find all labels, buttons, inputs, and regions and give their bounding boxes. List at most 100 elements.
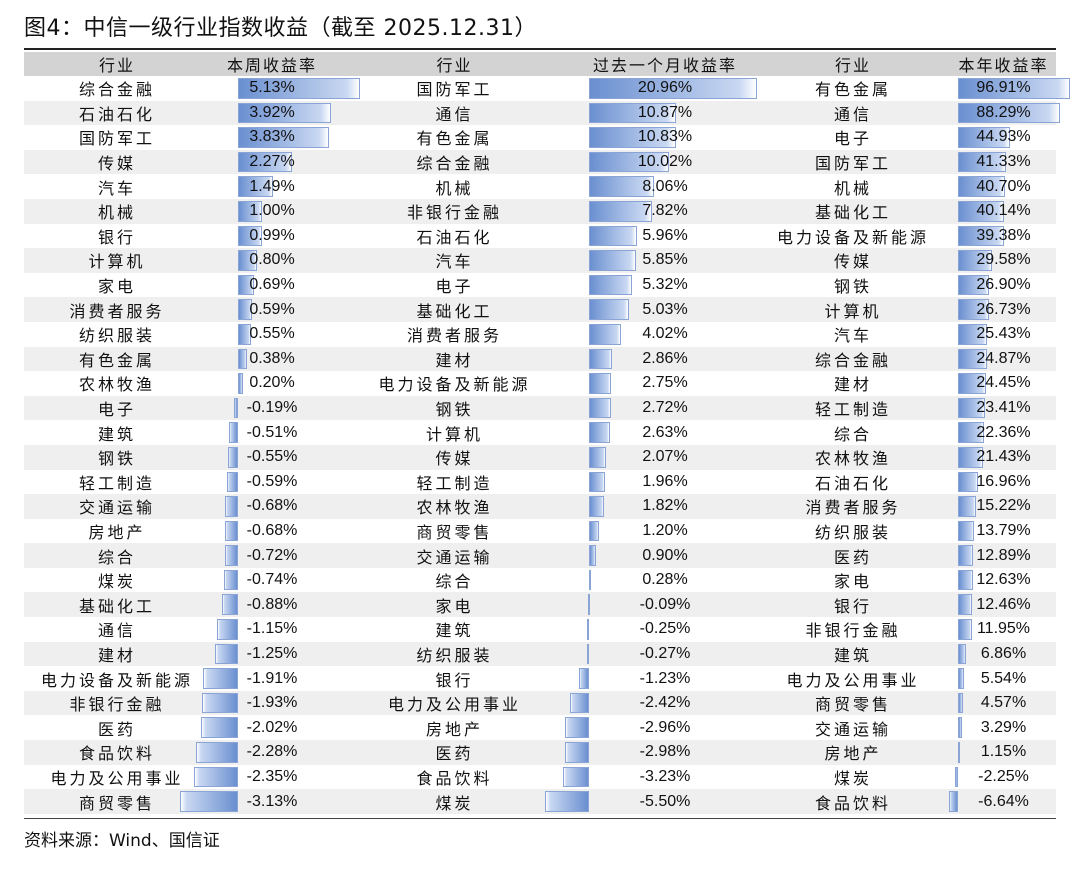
table-row: 煤炭 -0.74% 综合 0.28% 家电 12.63% [24, 568, 1056, 593]
weekly-return-bar [238, 127, 330, 148]
monthly-return-value: 10.83% [637, 128, 693, 146]
monthly-industry-name: 房地产 [425, 719, 483, 739]
weekly-return-value: -0.72% [246, 546, 298, 564]
ytd-return-bar [958, 127, 1010, 148]
ytd-industry-name: 农林牧渔 [755, 444, 951, 470]
monthly-return-bar [587, 619, 589, 640]
monthly-industry-name: 交通运输 [334, 543, 575, 568]
weekly-return-cell: -0.72% [210, 543, 334, 568]
weekly-return-cell: -0.59% [210, 470, 334, 495]
monthly-industry-name: 计算机 [425, 424, 483, 444]
ytd-return-bar [949, 791, 958, 812]
monthly-industry-name: 医药 [334, 740, 575, 765]
monthly-return-value: 8.06% [642, 177, 688, 195]
ytd-industry-name: 建材 [833, 375, 872, 395]
monthly-return-value: 1.96% [642, 472, 688, 490]
weekly-return-cell: -3.13% [180, 789, 334, 814]
monthly-return-cell: 1.96% [575, 470, 755, 495]
weekly-industry-name: 通信 [97, 621, 136, 641]
weekly-return-bar [216, 619, 238, 640]
ytd-return-value: 15.22% [976, 497, 1031, 515]
ytd-return-value: 23.41% [976, 399, 1031, 417]
table-row: 非银行金融 -1.93% 电力及公用事业 -2.42% 商贸零售 4.57% [24, 690, 1056, 716]
ytd-return-bar [958, 373, 987, 394]
weekly-industry-name: 机械 [24, 198, 210, 224]
ytd-return-bar [958, 274, 990, 296]
table-row: 交通运输 -0.68% 农林牧渔 1.82% 消费者服务 15.22% [24, 494, 1056, 519]
ytd-industry-name: 家电 [833, 572, 872, 592]
weekly-return-value: -0.59% [246, 472, 298, 490]
monthly-return-cell: -5.50% [545, 789, 755, 814]
monthly-return-cell: -2.42% [569, 690, 755, 716]
weekly-return-value: -0.68% [246, 497, 298, 515]
table-row: 汽车 1.49% 机械 8.06% 机械 40.70% [24, 174, 1056, 199]
weekly-industry-name: 石油石化 [24, 100, 210, 126]
weekly-return-bar [238, 348, 248, 370]
weekly-return-value: -2.02% [246, 718, 298, 736]
weekly-return-value: 1.00% [249, 202, 295, 220]
weekly-return-bar [195, 742, 238, 763]
weekly-return-value: 0.59% [249, 300, 295, 318]
ytd-return-value: 40.14% [976, 202, 1031, 220]
monthly-return-value: 5.96% [642, 226, 688, 244]
monthly-return-value: 2.72% [642, 399, 688, 417]
ytd-return-value: 4.57% [980, 694, 1027, 712]
weekly-return-value: 0.99% [249, 226, 295, 244]
ytd-industry-name: 传媒 [755, 248, 951, 273]
weekly-return-bar [238, 373, 243, 394]
ytd-return-cell: 39.38% [951, 224, 1056, 249]
weekly-industry-name: 综合 [24, 543, 210, 568]
weekly-return-value: -1.91% [246, 669, 298, 687]
weekly-return-bar [227, 446, 238, 468]
ytd-return-cell: 3.29% [951, 715, 1056, 740]
weekly-return-cell: -1.15% [210, 617, 334, 642]
ytd-return-cell: 40.70% [951, 174, 1056, 199]
monthly-return-bar [588, 594, 590, 616]
monthly-return-bar [589, 274, 632, 296]
table-row: 钢铁 -0.55% 传媒 2.07% 农林牧渔 21.43% [24, 444, 1056, 470]
monthly-return-bar [589, 520, 599, 542]
monthly-industry-name: 综合 [435, 572, 474, 592]
ytd-return-cell: 13.79% [951, 519, 1056, 544]
ytd-return-value: 88.29% [976, 103, 1031, 121]
ytd-return-value: 12.46% [976, 595, 1031, 613]
weekly-return-cell: 3.92% [210, 100, 334, 126]
ytd-industry-name: 银行 [755, 592, 951, 618]
monthly-industry-name: 商贸零售 [416, 522, 493, 542]
table-row: 建筑 -0.51% 计算机 2.63% 综合 22.36% [24, 420, 1056, 445]
ytd-return-cell: 96.91% [951, 76, 1070, 101]
monthly-return-cell: 5.96% [575, 224, 755, 249]
ytd-industry-name: 非银行金融 [805, 621, 901, 641]
ytd-industry-name: 建筑 [755, 641, 951, 667]
table-header-row: 行业 本周收益率 行业 过去一个月收益率 行业 本年收益率 [24, 52, 1056, 76]
table-row: 基础化工 -0.88% 家电 -0.09% 银行 12.46% [24, 592, 1056, 618]
ytd-return-value: 29.58% [976, 251, 1031, 269]
weekly-return-bar [238, 323, 252, 345]
monthly-return-cell: 10.83% [575, 125, 755, 150]
monthly-return-cell: -1.23% [575, 666, 755, 691]
monthly-return-value: 0.90% [642, 546, 688, 564]
header-weekly-return: 本周收益率 [210, 52, 334, 76]
ytd-return-cell: 16.96% [951, 470, 1056, 495]
monthly-return-cell: 10.02% [575, 149, 755, 175]
table-row: 电子 -0.19% 钢铁 2.72% 轻工制造 23.41% [24, 395, 1056, 421]
monthly-return-cell: 20.96% [575, 76, 757, 101]
ytd-return-value: 16.96% [976, 472, 1031, 490]
weekly-return-value: 3.92% [249, 103, 295, 121]
monthly-industry-name: 非银行金融 [334, 198, 575, 224]
weekly-return-bar [238, 176, 274, 197]
monthly-industry-name: 有色金属 [416, 129, 493, 149]
monthly-return-value: 1.82% [642, 497, 688, 515]
ytd-return-bar [958, 520, 974, 542]
weekly-return-bar [225, 496, 238, 517]
monthly-return-value: 2.75% [642, 374, 688, 392]
weekly-industry-name: 钢铁 [24, 444, 210, 470]
ytd-return-bar [958, 545, 973, 566]
ytd-return-bar [958, 594, 973, 616]
monthly-return-value: 4.02% [642, 325, 688, 343]
weekly-return-cell: 1.49% [210, 174, 334, 199]
weekly-return-value: -2.28% [246, 743, 298, 761]
monthly-return-value: 2.63% [642, 423, 688, 441]
ytd-industry-name: 钢铁 [833, 277, 872, 297]
monthly-return-cell: 1.20% [575, 519, 755, 544]
